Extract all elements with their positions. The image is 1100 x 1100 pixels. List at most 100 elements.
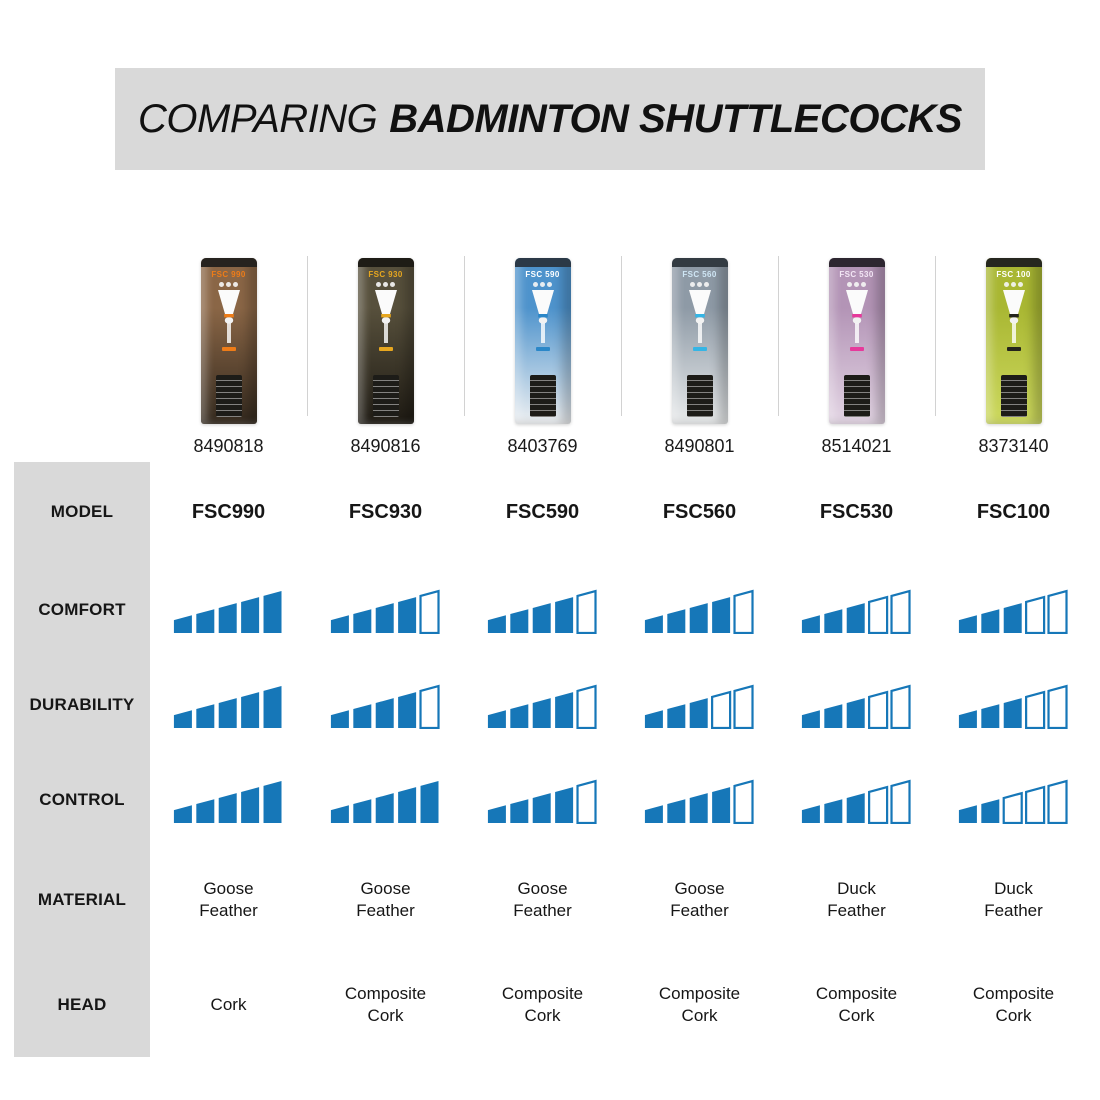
bar-filled bbox=[330, 614, 349, 633]
tube-icon-dots bbox=[986, 282, 1042, 287]
bar-empty bbox=[1046, 684, 1068, 729]
bar-empty bbox=[575, 589, 597, 634]
row-label-model: MODEL bbox=[50, 502, 114, 521]
bar-empty bbox=[1046, 779, 1068, 824]
tube-accent-stripe bbox=[849, 347, 864, 351]
bar-filled bbox=[644, 804, 663, 823]
rating-bars-5-of-5 bbox=[330, 780, 439, 823]
bar-empty bbox=[867, 785, 888, 824]
tube-accent-stripe bbox=[1006, 347, 1021, 351]
rating-bars-4-of-5 bbox=[487, 589, 597, 634]
bar-filled bbox=[487, 614, 506, 633]
bar-empty bbox=[889, 589, 911, 634]
rating-bars-4-of-5 bbox=[487, 684, 597, 729]
dot-icon bbox=[854, 282, 859, 287]
dot-icon bbox=[390, 282, 395, 287]
bar-filled bbox=[240, 691, 259, 728]
cell-material-FSC530: Duck Feather bbox=[778, 847, 935, 952]
bar-filled bbox=[375, 792, 394, 823]
product-id: 8490816 bbox=[350, 436, 421, 456]
bar-filled bbox=[375, 697, 394, 728]
cell-comfort-FSC590 bbox=[464, 562, 621, 657]
bar-filled bbox=[801, 614, 820, 633]
tube-cap bbox=[671, 258, 728, 267]
tube-cap bbox=[828, 258, 885, 267]
tube-pack-label: FSC 100 bbox=[996, 270, 1031, 279]
bar-filled bbox=[846, 602, 865, 633]
bar-empty bbox=[418, 684, 440, 729]
rating-bars-4-of-5 bbox=[330, 684, 440, 729]
cell-durability-FSC590 bbox=[464, 657, 621, 752]
head-value: Composite Cork bbox=[815, 983, 898, 1025]
bar-filled bbox=[352, 703, 371, 728]
dot-icon bbox=[1011, 282, 1016, 287]
bar-filled bbox=[554, 786, 573, 823]
row-label-comfort: COMFORT bbox=[38, 599, 126, 619]
product-tube-FSC560: FSC 560 bbox=[671, 258, 728, 424]
rating-bars-4-of-5 bbox=[487, 779, 597, 824]
material-value: Goose Feather bbox=[513, 878, 572, 920]
bar-filled bbox=[532, 697, 551, 728]
bar-filled bbox=[846, 697, 865, 728]
cell-head-FSC930: Composite Cork bbox=[307, 952, 464, 1057]
cell-head-FSC560: Composite Cork bbox=[621, 952, 778, 1057]
bar-filled bbox=[509, 608, 528, 633]
bar-filled bbox=[958, 804, 977, 823]
bar-filled bbox=[173, 804, 192, 823]
tube-info-panel bbox=[372, 375, 399, 417]
bar-empty bbox=[575, 684, 597, 729]
bar-filled bbox=[195, 798, 214, 823]
product-id: 8403769 bbox=[507, 436, 578, 456]
dot-icon bbox=[219, 282, 224, 287]
dot-icon bbox=[376, 282, 381, 287]
dot-icon bbox=[861, 282, 866, 287]
cell-model-FSC560: FSC560 bbox=[662, 500, 737, 523]
bar-filled bbox=[554, 596, 573, 633]
bar-empty bbox=[732, 589, 754, 634]
cell-material-FSC590: Goose Feather bbox=[464, 847, 621, 952]
bar-filled bbox=[509, 798, 528, 823]
bar-empty bbox=[1046, 589, 1068, 634]
product-tube-FSC930: FSC 930 bbox=[357, 258, 414, 424]
tube-info-panel bbox=[215, 375, 242, 417]
bar-filled bbox=[689, 602, 708, 633]
rating-bars-5-of-5 bbox=[173, 685, 282, 728]
dot-icon bbox=[847, 282, 852, 287]
material-value: Duck Feather bbox=[827, 878, 886, 920]
bar-filled bbox=[958, 614, 977, 633]
bar-empty bbox=[889, 684, 911, 729]
cell-durability-FSC100 bbox=[935, 657, 1092, 752]
shuttlecock-icon bbox=[845, 290, 868, 343]
cell-control-FSC990 bbox=[150, 752, 307, 847]
product-tube-FSC530: FSC 530 bbox=[828, 258, 885, 424]
bar-filled bbox=[644, 614, 663, 633]
product-id: 8490801 bbox=[664, 436, 735, 456]
bar-filled bbox=[1003, 602, 1022, 633]
rating-bars-5-of-5 bbox=[173, 590, 282, 633]
bar-filled bbox=[240, 596, 259, 633]
dot-icon bbox=[690, 282, 695, 287]
bar-filled bbox=[263, 685, 282, 728]
bar-filled bbox=[173, 709, 192, 728]
rating-bars-3-of-5 bbox=[801, 779, 911, 824]
cell-model-FSC100: FSC100 bbox=[976, 500, 1051, 523]
bar-filled bbox=[487, 804, 506, 823]
dot-icon bbox=[1018, 282, 1023, 287]
bar-filled bbox=[666, 608, 685, 633]
cell-material-FSC930: Goose Feather bbox=[307, 847, 464, 952]
cell-material-FSC560: Goose Feather bbox=[621, 847, 778, 952]
product-id: 8490818 bbox=[193, 436, 264, 456]
bar-filled bbox=[711, 786, 730, 823]
bar-filled bbox=[666, 798, 685, 823]
tube-pack-label: FSC 990 bbox=[211, 270, 246, 279]
cell-durability-FSC930 bbox=[307, 657, 464, 752]
shuttlecock-icon bbox=[374, 290, 397, 343]
cell-head-FSC990: Cork bbox=[150, 952, 307, 1057]
tube-cap bbox=[514, 258, 571, 267]
cell-durability-FSC530 bbox=[778, 657, 935, 752]
bar-filled bbox=[263, 780, 282, 823]
row-label-durability: DURABILITY bbox=[29, 694, 135, 714]
bar-filled bbox=[1003, 697, 1022, 728]
head-value: Composite Cork bbox=[344, 983, 427, 1025]
product-tube-FSC590: FSC 590 bbox=[514, 258, 571, 424]
